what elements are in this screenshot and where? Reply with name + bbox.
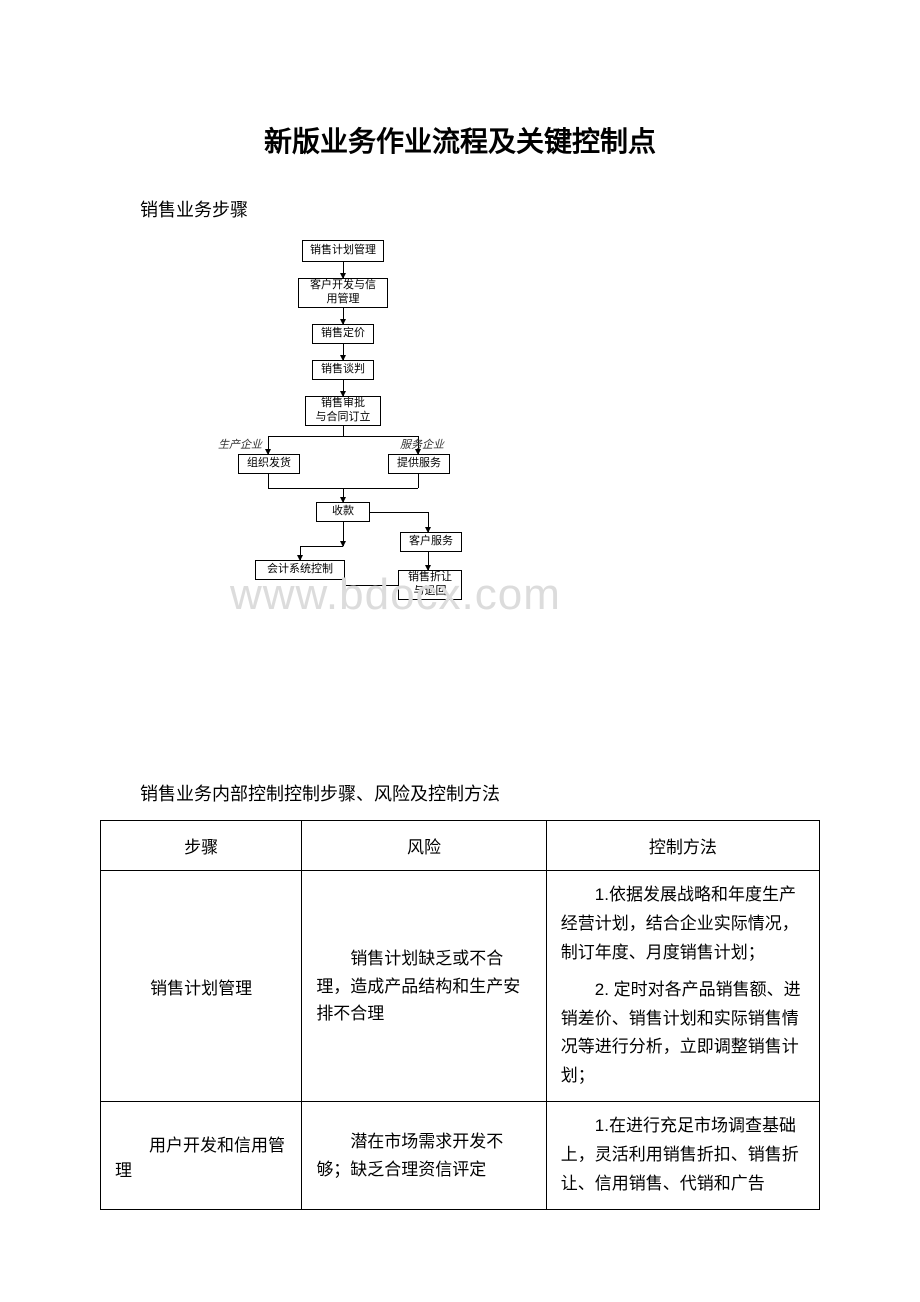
- cell-control: 1.依据发展战略和年度生产经营计划，结合企业实际情况，制订年度、月度销售计划； …: [546, 871, 819, 1102]
- control-item: 1.在进行充足市场调查基础上，灵活利用销售折扣、销售折让、信用销售、代销和广告: [561, 1112, 805, 1199]
- node-customer-credit: 客户开发与信用管理: [298, 278, 388, 308]
- cell-risk: 潜在市场需求开发不够；缺乏合理资信评定: [302, 1102, 546, 1210]
- line: [345, 580, 346, 585]
- arrow: [343, 308, 344, 324]
- page-title: 新版业务作业流程及关键控制点: [100, 120, 820, 160]
- line: [268, 436, 418, 437]
- control-item: 1.依据发展战略和年度生产经营计划，结合企业实际情况，制订年度、月度销售计划；: [561, 881, 805, 968]
- cell-step: 用户开发和信用管理: [101, 1102, 302, 1210]
- arrow: [428, 552, 429, 570]
- flowchart: 销售计划管理 客户开发与信用管理 销售定价 销售谈判 销售审批与合同订立 生产企…: [100, 240, 820, 700]
- line: [370, 512, 428, 513]
- branch-label-right: 服务企业: [400, 436, 444, 452]
- col-header-risk: 风险: [302, 821, 546, 871]
- node-ship-goods: 组织发货: [238, 454, 300, 474]
- table-subtitle: 销售业务内部控制控制步骤、风险及控制方法: [140, 780, 820, 806]
- arrow: [343, 262, 344, 278]
- arrow: [300, 546, 301, 560]
- col-header-control: 控制方法: [546, 821, 819, 871]
- branch-label-left: 生产企业: [218, 436, 262, 452]
- arrow: [343, 344, 344, 360]
- node-accounting-control: 会计系统控制: [255, 560, 345, 580]
- cell-risk: 销售计划缺乏或不合理，造成产品结构和生产安排不合理: [302, 871, 546, 1102]
- table-row: 销售计划管理 销售计划缺乏或不合理，造成产品结构和生产安排不合理 1.依据发展战…: [101, 871, 820, 1102]
- node-discount-return: 销售折让与退回: [398, 570, 462, 600]
- node-collection: 收款: [316, 502, 370, 522]
- line: [418, 474, 419, 488]
- flow-subtitle: 销售业务步骤: [140, 196, 820, 222]
- node-pricing: 销售定价: [312, 324, 374, 344]
- node-approval-contract: 销售审批与合同订立: [305, 396, 381, 426]
- control-item: 2. 定时对各产品销售额、进销差价、销售计划和实际销售情况等进行分析，立即调整销…: [561, 976, 805, 1092]
- arrow: [343, 380, 344, 396]
- arrow: [268, 436, 269, 454]
- arrow: [343, 522, 344, 546]
- col-header-step: 步骤: [101, 821, 302, 871]
- line: [300, 546, 343, 547]
- arrow: [343, 488, 344, 502]
- table-row: 用户开发和信用管理 潜在市场需求开发不够；缺乏合理资信评定 1.在进行充足市场调…: [101, 1102, 820, 1210]
- node-provide-service: 提供服务: [388, 454, 450, 474]
- line: [343, 426, 344, 436]
- arrow: [428, 512, 429, 532]
- cell-step: 销售计划管理: [101, 871, 302, 1102]
- risk-control-table: 步骤 风险 控制方法 销售计划管理 销售计划缺乏或不合理，造成产品结构和生产安排…: [100, 820, 820, 1210]
- node-customer-service: 客户服务: [400, 532, 462, 552]
- node-sales-plan: 销售计划管理: [302, 240, 384, 262]
- line: [268, 474, 269, 488]
- cell-control: 1.在进行充足市场调查基础上，灵活利用销售折扣、销售折让、信用销售、代销和广告: [546, 1102, 819, 1210]
- node-negotiation: 销售谈判: [312, 360, 374, 380]
- line: [345, 585, 398, 586]
